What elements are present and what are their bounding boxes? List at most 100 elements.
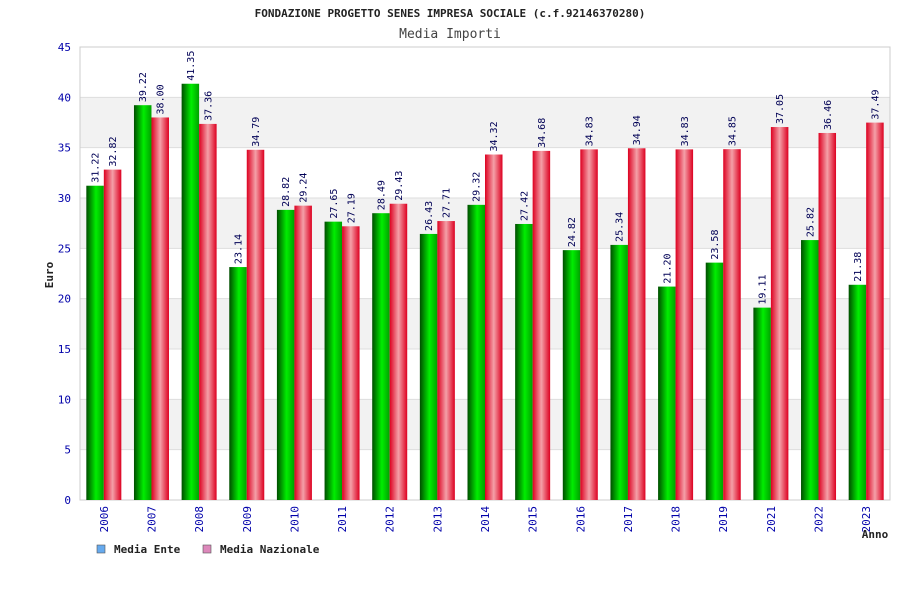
x-tick-label: 2007 xyxy=(145,506,158,533)
value-label: 23.58 xyxy=(710,230,721,260)
value-label: 32.82 xyxy=(108,137,119,167)
x-tick-label: 2019 xyxy=(717,506,730,533)
value-label: 34.85 xyxy=(727,116,738,146)
value-label: 25.82 xyxy=(805,207,816,237)
bar-media-nazionale xyxy=(723,149,741,500)
y-tick-label: 10 xyxy=(58,393,71,406)
y-tick-label: 20 xyxy=(58,293,71,306)
value-label: 34.79 xyxy=(251,117,262,147)
bar-media-nazionale xyxy=(294,205,312,500)
value-label: 29.32 xyxy=(472,172,483,202)
bar-media-nazionale xyxy=(532,150,551,500)
value-label: 31.22 xyxy=(91,153,102,183)
y-tick-label: 15 xyxy=(58,343,71,356)
x-tick-label: 2014 xyxy=(479,506,492,533)
bar-media-nazionale xyxy=(818,132,837,500)
y-axis-label: Euro xyxy=(43,261,56,288)
bar-media-nazionale xyxy=(103,169,122,500)
value-label: 21.38 xyxy=(853,252,864,282)
x-tick-label: 2023 xyxy=(860,506,873,533)
bar-media-nazionale xyxy=(485,154,503,500)
value-label: 39.22 xyxy=(138,72,149,102)
value-label: 28.49 xyxy=(376,180,387,210)
value-label: 34.94 xyxy=(632,115,643,145)
bar-media-ente xyxy=(419,233,438,501)
value-label: 36.46 xyxy=(823,100,834,130)
bar-media-nazionale xyxy=(675,149,694,501)
x-tick-label: 2022 xyxy=(813,506,826,533)
bar-media-ente xyxy=(467,204,485,500)
bar-media-ente xyxy=(229,267,247,500)
bar-media-nazionale xyxy=(246,149,265,500)
bar-media-ente xyxy=(562,250,581,500)
bar-media-nazionale xyxy=(437,221,455,500)
value-label: 41.35 xyxy=(186,51,197,81)
bar-media-nazionale xyxy=(580,149,598,501)
bar-media-ente xyxy=(610,244,628,500)
x-tick-label: 2013 xyxy=(431,506,444,533)
value-label: 29.43 xyxy=(394,171,405,201)
y-tick-label: 0 xyxy=(64,494,71,507)
plot-band xyxy=(80,47,890,98)
y-axis-ticks: 0 5 10 15 20 25 30 35 40 45 xyxy=(58,41,71,507)
bar-media-nazionale xyxy=(342,226,360,500)
bars xyxy=(86,83,884,501)
value-label: 37.05 xyxy=(775,94,786,124)
bar-media-nazionale xyxy=(199,123,217,500)
value-labels: 31.22 32.82 39.22 38.00 41.35 37.36 23.14 34.79… xyxy=(91,51,882,305)
y-tick-label: 45 xyxy=(58,41,71,54)
value-label: 34.83 xyxy=(680,116,691,146)
value-label: 27.42 xyxy=(519,191,530,221)
bar-media-ente xyxy=(658,286,676,500)
bar-media-ente xyxy=(753,307,771,500)
bar-media-ente xyxy=(276,209,295,500)
x-tick-label: 2021 xyxy=(765,506,778,533)
value-label: 27.19 xyxy=(346,193,357,223)
legend-label-media-nazionale: Media Nazionale xyxy=(220,543,320,556)
x-tick-label: 2011 xyxy=(336,506,349,533)
value-label: 21.20 xyxy=(662,253,673,283)
bar-media-nazionale xyxy=(389,203,408,500)
value-label: 25.34 xyxy=(615,212,626,242)
value-label: 29.24 xyxy=(299,173,310,203)
x-tick-label: 2018 xyxy=(670,506,683,533)
legend-label-media-ente: Media Ente xyxy=(114,543,181,556)
bar-media-ente xyxy=(324,221,343,500)
bar-media-nazionale xyxy=(866,122,884,500)
value-label: 38.00 xyxy=(156,84,167,114)
legend-swatch-media-nazionale xyxy=(202,544,212,554)
x-tick-label: 2006 xyxy=(98,506,111,533)
value-label: 27.65 xyxy=(329,189,340,219)
value-label: 37.49 xyxy=(870,89,881,119)
y-tick-label: 30 xyxy=(58,192,71,205)
x-tick-label: 2017 xyxy=(622,506,635,533)
y-tick-label: 35 xyxy=(58,142,71,155)
y-tick-label: 5 xyxy=(64,444,71,457)
value-label: 28.82 xyxy=(281,177,292,207)
legend-swatch-media-ente xyxy=(96,544,106,554)
bar-media-ente xyxy=(848,284,867,500)
x-tick-label: 2012 xyxy=(384,506,397,533)
value-label: 37.36 xyxy=(203,91,214,121)
bar-media-ente xyxy=(801,240,819,500)
chart-title: FONDAZIONE PROGETTO SENES IMPRESA SOCIAL… xyxy=(255,7,646,20)
bar-media-ente xyxy=(705,262,724,500)
x-tick-label: 2016 xyxy=(574,506,587,533)
x-tick-label: 2010 xyxy=(288,506,301,533)
bar-media-ente xyxy=(181,83,200,500)
x-tick-label: 2008 xyxy=(193,506,206,533)
value-label: 34.83 xyxy=(585,116,596,146)
value-label: 26.43 xyxy=(424,201,435,231)
bar-media-ente xyxy=(86,185,104,500)
value-label: 34.32 xyxy=(489,121,500,151)
bar-media-ente xyxy=(515,223,533,501)
value-label: 34.68 xyxy=(537,118,548,148)
chart-subtitle: Media Importi xyxy=(399,27,501,42)
x-tick-label: 2015 xyxy=(527,506,540,533)
bar-media-ente xyxy=(133,105,152,500)
bar-media-nazionale xyxy=(627,148,646,500)
bar-media-ente xyxy=(372,213,390,500)
x-tick-label: 2009 xyxy=(241,506,254,533)
legend: Media Ente Media Nazionale xyxy=(96,543,320,556)
